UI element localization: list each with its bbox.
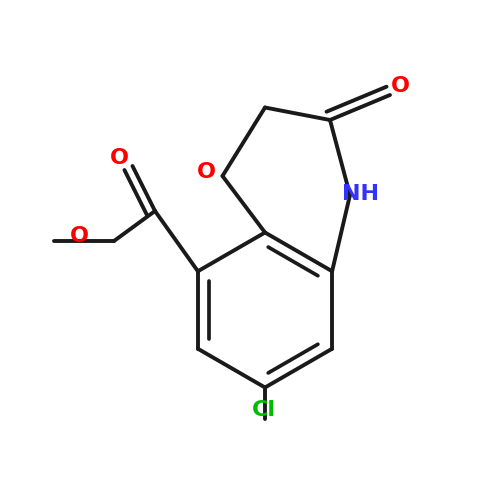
Text: O: O [197,162,216,182]
Text: O: O [70,226,88,246]
Text: O: O [110,148,128,168]
Text: NH: NH [342,184,378,204]
Text: O: O [390,76,409,96]
Text: Cl: Cl [252,400,276,420]
